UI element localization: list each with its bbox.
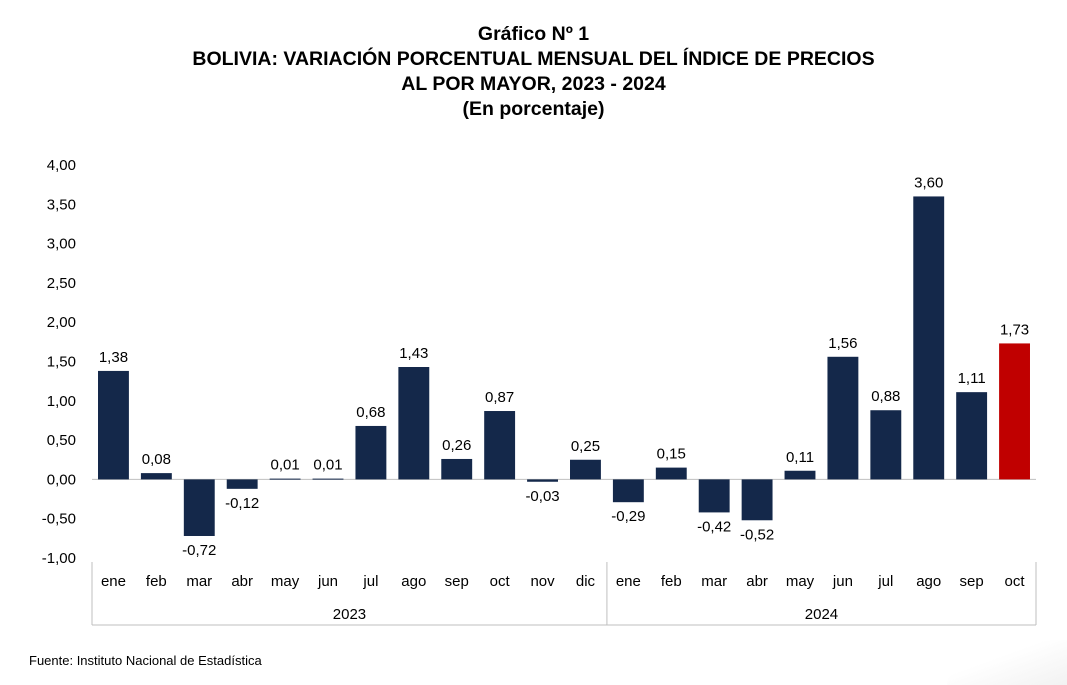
x-tick-label: sep — [960, 573, 984, 590]
x-tick-label: jun — [832, 573, 853, 590]
chart-title-line3: AL POR MAYOR, 2023 - 2024 — [401, 73, 666, 95]
y-tick-label: -1,00 — [42, 550, 76, 567]
data-label: 1,38 — [99, 349, 128, 366]
bar — [570, 459, 601, 480]
bar — [269, 478, 301, 480]
x-tick-label: abr — [231, 573, 253, 590]
data-label: -0,72 — [182, 542, 216, 559]
chart-title: Gráfico Nº 1 BOLIVIA: VARIACIÓN PORCENTU… — [0, 22, 1067, 122]
bar — [527, 479, 558, 482]
data-label: 0,68 — [356, 404, 385, 421]
x-tick-label: oct — [490, 573, 511, 590]
data-label: -0,42 — [697, 518, 731, 535]
chart-title-line4: (En porcentaje) — [462, 98, 605, 120]
bar — [612, 479, 644, 503]
data-label: -0,03 — [525, 488, 559, 505]
bar — [827, 356, 859, 480]
y-tick-label: 3,00 — [47, 236, 76, 253]
x-tick-label: feb — [661, 573, 682, 590]
data-label: 0,01 — [313, 457, 342, 474]
data-label: 0,08 — [142, 451, 171, 468]
data-label: 0,01 — [270, 457, 299, 474]
bar — [698, 479, 730, 513]
y-tick-label: 3,50 — [47, 196, 76, 213]
bar — [398, 367, 430, 480]
data-label: 1,11 — [958, 370, 986, 387]
bar — [999, 343, 1030, 480]
bar — [913, 196, 945, 480]
x-tick-label: oct — [1005, 573, 1026, 590]
source-note: Fuente: Instituto Nacional de Estadístic… — [29, 653, 262, 668]
bar — [98, 370, 129, 480]
bar — [870, 410, 902, 480]
x-tick-label: abr — [746, 573, 768, 590]
bar — [741, 479, 773, 521]
chart-title-line2: BOLIVIA: VARIACIÓN PORCENTUAL MENSUAL DE… — [192, 48, 875, 70]
y-tick-label: 1,00 — [47, 393, 76, 410]
x-tick-label: jul — [877, 573, 893, 590]
data-label: 0,87 — [485, 389, 514, 406]
x-tick-label: ene — [616, 573, 641, 590]
data-label: 0,11 — [786, 449, 814, 466]
x-tick-label: ago — [401, 573, 426, 590]
bar — [226, 479, 258, 489]
x-tick-label: mar — [186, 573, 212, 590]
data-label: 3,60 — [914, 174, 943, 191]
data-label: 0,26 — [442, 437, 471, 454]
x-tick-label: jul — [362, 573, 378, 590]
x-tick-label: nov — [530, 573, 555, 590]
x-tick-label: dic — [576, 573, 596, 590]
data-label: -0,52 — [740, 526, 774, 543]
data-label: -0,29 — [611, 508, 645, 525]
data-label: 1,56 — [828, 335, 857, 352]
x-tick-label: jun — [317, 573, 338, 590]
y-tick-label: -0,50 — [42, 511, 76, 528]
x-tick-label: sep — [445, 573, 469, 590]
data-label: 0,15 — [657, 446, 686, 463]
data-label: 1,73 — [1000, 321, 1029, 338]
y-tick-label: 2,50 — [47, 275, 76, 292]
bar — [355, 425, 387, 480]
group-label: 2023 — [333, 606, 366, 623]
y-tick-label: 0,00 — [47, 471, 76, 488]
x-tick-label: may — [786, 573, 815, 590]
y-tick-label: 1,50 — [47, 354, 76, 371]
y-tick-label: 2,00 — [47, 314, 76, 331]
group-label: 2024 — [805, 606, 838, 623]
x-tick-label: ago — [916, 573, 941, 590]
x-tick-label: ene — [101, 573, 126, 590]
bar — [655, 467, 687, 480]
bar — [312, 478, 344, 480]
data-label: 1,43 — [399, 345, 428, 362]
x-tick-label: feb — [146, 573, 167, 590]
bar — [183, 479, 215, 536]
y-tick-label: 0,50 — [47, 432, 76, 449]
y-tick-label: 4,00 — [47, 157, 76, 174]
bar — [956, 392, 988, 480]
data-label: 0,25 — [571, 438, 600, 455]
bar — [140, 473, 172, 480]
x-tick-label: mar — [701, 573, 727, 590]
x-tick-label: may — [271, 573, 300, 590]
data-label: -0,12 — [225, 495, 259, 512]
bar — [484, 411, 516, 480]
chart-title-line1: Gráfico Nº 1 — [477, 23, 590, 45]
bar — [784, 470, 816, 480]
bar — [441, 458, 473, 480]
data-label: 0,88 — [871, 388, 900, 405]
